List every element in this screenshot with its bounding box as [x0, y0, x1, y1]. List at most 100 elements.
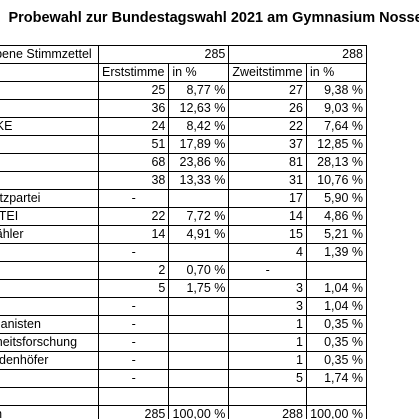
column-header-zweitstimme: Zweitstimme — [228, 63, 307, 82]
zweitstimme-percent-cell: 0,35 % — [305, 315, 368, 334]
table-row: dieBasis- 41,39 % — [0, 243, 368, 262]
zweitstimme-cell: 1 — [228, 315, 307, 334]
erststimme-cell: 51 — [97, 135, 170, 154]
zweitstimme-percent-cell: 5,21 % — [305, 225, 368, 244]
erststimme-cell: 22 — [97, 207, 170, 226]
zweitstimme-cell: 26 — [228, 99, 307, 118]
zweitstimme-cell: 81 — [228, 153, 307, 172]
zweitstimme-percent-cell: 0,35 % — [305, 351, 368, 370]
zweitstimme-cell: 37 — [228, 135, 307, 154]
erststimme-cell: - — [97, 351, 170, 370]
table-row: DIE LINKE248,42 %227,64 % — [0, 117, 368, 136]
zweitstimme-cell: 14 — [228, 207, 307, 226]
zweitstimme-percent-cell: 9,03 % — [305, 99, 368, 118]
erststimme-cell: - — [97, 243, 170, 262]
party-name-cell: AfD — [0, 99, 99, 118]
party-name-cell: dieBasis — [0, 279, 99, 298]
header-party-cell — [0, 63, 99, 82]
party-name-cell: FDP — [0, 153, 99, 172]
erststimme-percent-cell: 13,33 % — [168, 171, 230, 190]
table-row: Die Humanisten- 10,35 % — [0, 315, 368, 334]
ballots-label: Abgegebene Stimmzettel — [0, 45, 99, 64]
sums-zweit: 288 — [228, 405, 307, 419]
table-row: Team Todenhöfer- 10,35 % — [0, 351, 368, 370]
erststimme-cell: 36 — [97, 99, 170, 118]
party-name-cell: dieBasis — [0, 243, 99, 262]
zweitstimme-cell: 27 — [228, 81, 307, 100]
zweitstimme-percent-cell: 10,76 % — [305, 171, 368, 190]
zweitstimme-percent-cell: 4,86 % — [305, 207, 368, 226]
erststimme-percent-cell: 8,77 % — [168, 81, 230, 100]
party-name-cell — [0, 387, 99, 406]
table-row: CDU258,77 %279,38 % — [0, 81, 368, 100]
party-name-cell: SPD — [0, 135, 99, 154]
table-row-column-headers: Erststimme in % Zweitstimme in % — [0, 63, 368, 82]
table-row: - 5 1,74 % — [0, 369, 368, 388]
erststimme-percent-cell — [168, 297, 230, 316]
erststimme-percent-cell: 0,70 % — [168, 261, 230, 280]
table-row: Volt- 31,04 % — [0, 297, 368, 316]
erststimme-percent-cell: 4,91 % — [168, 225, 230, 244]
erststimme-percent-cell: 23,86 % — [168, 153, 230, 172]
table-row: Tierschutzpartei- 175,90 % — [0, 189, 368, 208]
results-table: Abgegebene Stimmzettel 285 288 Erststimm… — [0, 45, 368, 419]
zweitstimme-cell: 3 — [228, 279, 307, 298]
ballots-total-zweit: 288 — [228, 45, 367, 64]
erststimme-cell: 14 — [97, 225, 170, 244]
erststimme-percent-cell — [168, 333, 230, 352]
table-row: Die PARTEI227,72 %144,86 % — [0, 207, 368, 226]
zweitstimme-cell: - — [228, 261, 307, 280]
erststimme-cell: - — [97, 369, 170, 388]
erststimme-cell: 24 — [97, 117, 170, 136]
zweitstimme-cell: 1 — [228, 351, 307, 370]
sums-zweit-percent: 100,00 % — [305, 405, 368, 419]
erststimme-percent-cell: 12,63 % — [168, 99, 230, 118]
zweitstimme-cell: 22 — [228, 117, 307, 136]
party-name-cell: CDU — [0, 81, 99, 100]
zweitstimme-cell: 1 — [228, 333, 307, 352]
ballots-total-erst: 285 — [97, 45, 230, 64]
party-name-cell: Volt — [0, 297, 99, 316]
zweitstimme-percent-cell: 7,64 % — [305, 117, 368, 136]
zweitstimme-cell — [228, 387, 307, 406]
sums-erst-percent: 100,00 % — [168, 405, 230, 419]
erststimme-percent-cell — [168, 189, 230, 208]
party-name-cell: Gesundheitsforschung — [0, 333, 99, 352]
erststimme-cell: - — [97, 297, 170, 316]
results-sheet: Abgegebene Stimmzettel 285 288 Erststimm… — [0, 45, 419, 419]
erststimme-cell: 5 — [97, 279, 170, 298]
erststimme-cell: - — [97, 333, 170, 352]
table-row — [0, 387, 368, 406]
zweitstimme-cell: 31 — [228, 171, 307, 190]
zweitstimme-percent-cell — [305, 261, 368, 280]
zweitstimme-percent-cell — [305, 387, 368, 406]
zweitstimme-cell: 5 — [228, 369, 307, 388]
column-header-zweit-percent: in % — [305, 63, 368, 82]
erststimme-cell: - — [97, 189, 170, 208]
zweitstimme-percent-cell: 9,38 % — [305, 81, 368, 100]
zweitstimme-percent-cell: 0,35 % — [305, 333, 368, 352]
zweitstimme-percent-cell: 12,85 % — [305, 135, 368, 154]
zweitstimme-cell: 3 — [228, 297, 307, 316]
party-name-cell: Team Todenhöfer — [0, 351, 99, 370]
zweitstimme-cell: 15 — [228, 225, 307, 244]
party-name-cell: NPD — [0, 261, 99, 280]
erststimme-percent-cell: 8,42 % — [168, 117, 230, 136]
column-header-erststimme: Erststimme — [97, 63, 170, 82]
results-table-body: Abgegebene Stimmzettel 285 288 Erststimm… — [0, 45, 368, 419]
erststimme-percent-cell: 7,72 % — [168, 207, 230, 226]
table-row: dieBasis51,75 %31,04 % — [0, 279, 368, 298]
zweitstimme-percent-cell: 1,39 % — [305, 243, 368, 262]
table-row: NPD20,70 %- — [0, 261, 368, 280]
party-name-cell — [0, 369, 99, 388]
erststimme-percent-cell: 1,75 % — [168, 279, 230, 298]
zweitstimme-percent-cell: 1,74 % — [305, 369, 368, 388]
erststimme-cell: 2 — [97, 261, 170, 280]
zweitstimme-percent-cell: 5,90 % — [305, 189, 368, 208]
table-row: Freie Wähler144,91 %155,21 % — [0, 225, 368, 244]
party-name-cell: Freie Wähler — [0, 225, 99, 244]
party-name-cell: Tierschutzpartei — [0, 189, 99, 208]
